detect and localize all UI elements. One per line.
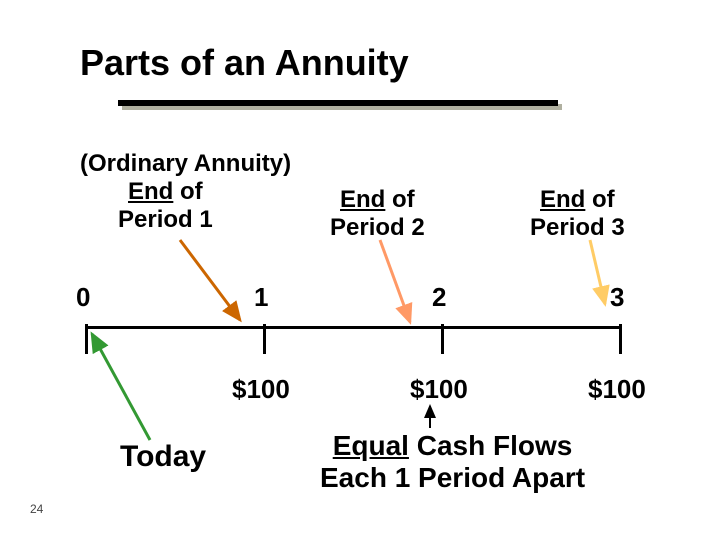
tick-num-3: 3	[610, 282, 624, 313]
subtitle-ordinary: (Ordinary Annuity)	[80, 150, 291, 178]
cashflow-3: $100	[588, 374, 646, 405]
arrow-period-2	[380, 240, 410, 322]
tick-num-0: 0	[76, 282, 90, 313]
tick-2	[441, 324, 444, 354]
timeline-bar	[86, 326, 620, 329]
page-number: 24	[30, 502, 43, 516]
slide-title: Parts of an Annuity	[80, 42, 409, 84]
arrow-period-3	[590, 240, 605, 304]
tick-num-2: 2	[432, 282, 446, 313]
period-3-label: End of Period 3	[530, 186, 625, 241]
cashflow-1: $100	[232, 374, 290, 405]
today-label: Today	[120, 440, 206, 474]
tick-num-1: 1	[254, 282, 268, 313]
arrow-today	[92, 334, 150, 440]
tick-1	[263, 324, 266, 354]
cashflow-2: $100	[410, 374, 468, 405]
period-1-label: End of Period 1	[118, 178, 213, 233]
title-rule	[118, 100, 558, 106]
arrow-period-1	[180, 240, 240, 320]
period-2-label: End of Period 2	[330, 186, 425, 241]
tick-3	[619, 324, 622, 354]
footer-text: Equal Cash Flows Each 1 Period Apart	[320, 430, 585, 494]
tick-0	[85, 324, 88, 354]
